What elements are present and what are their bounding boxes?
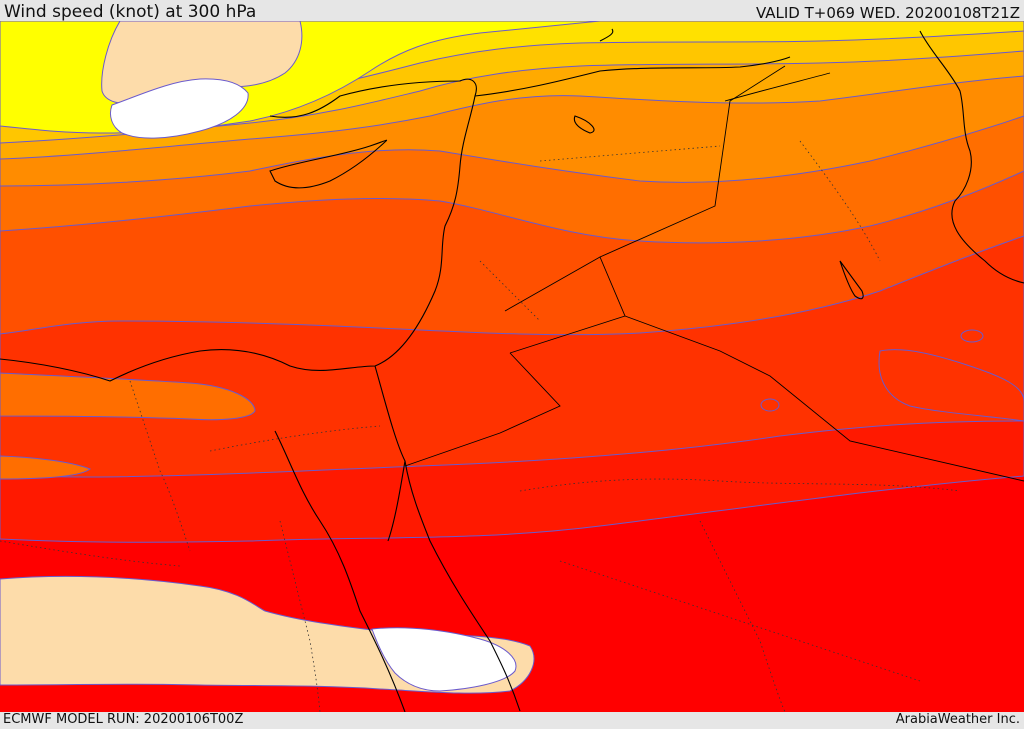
credit-text: ArabiaWeather Inc. <box>895 712 1020 727</box>
cell-orange-sw <box>0 455 91 480</box>
borders <box>404 65 1024 482</box>
map-footer: ECMWF MODEL RUN: 20200106T00Z ArabiaWeat… <box>0 712 1024 729</box>
model-run: ECMWF MODEL RUN: 20200106T00Z <box>3 712 244 727</box>
map-header: Wind speed (knot) at 300 hPa VALID T+069… <box>0 0 1024 22</box>
valid-time: VALID T+069 WED. 20200108T21Z <box>755 4 1020 22</box>
map-title: Wind speed (knot) at 300 hPa <box>4 2 257 22</box>
coastlines <box>0 28 1024 712</box>
band-white-south <box>371 627 517 692</box>
band-white-north <box>109 78 249 139</box>
internal-boundaries <box>0 140 961 712</box>
wind-speed-map <box>0 21 1024 712</box>
cell-red-orange-east-2 <box>878 349 1024 422</box>
cell-orange-west <box>0 372 256 421</box>
cell-red-orange-east <box>960 329 984 343</box>
cell-red-orange <box>760 398 780 412</box>
